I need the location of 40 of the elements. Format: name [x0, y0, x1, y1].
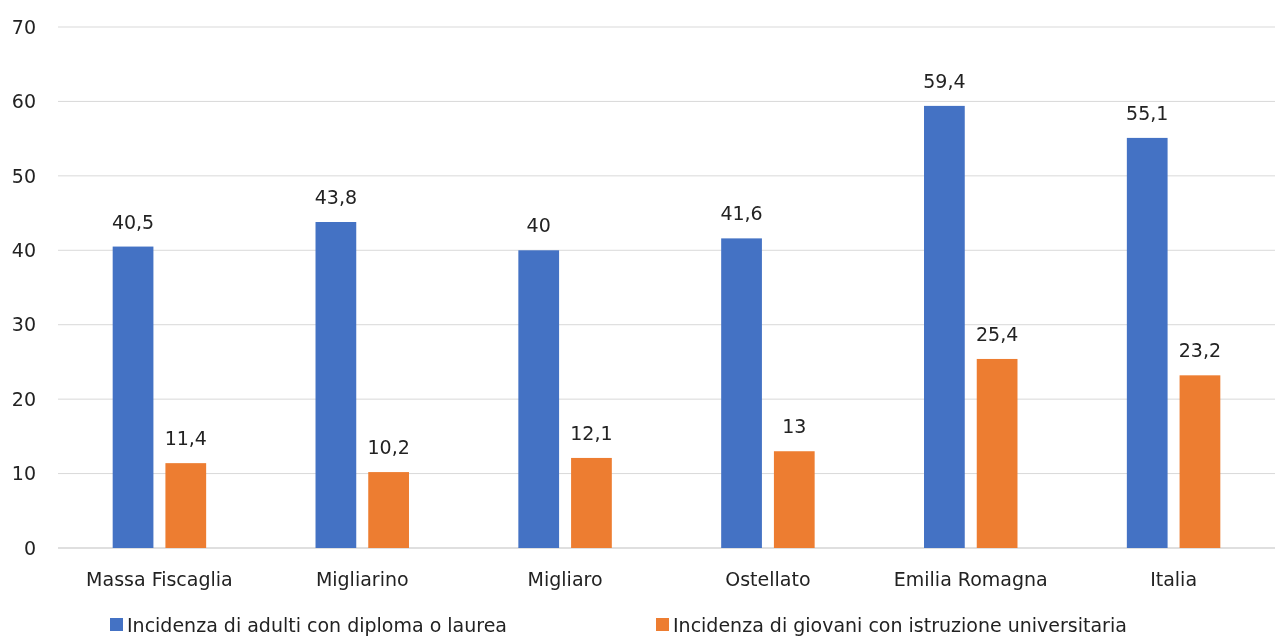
data-label: 55,1: [1126, 101, 1169, 124]
legend-label: Incidenza di giovani con istruzione universitaria: [673, 614, 1127, 636]
bar: [518, 250, 560, 548]
x-tick-label: Massa Fiscaglia: [86, 568, 233, 590]
y-tick-label: 10: [11, 462, 36, 485]
data-label: 23,2: [1178, 339, 1222, 362]
data-label: 41,6: [720, 202, 763, 225]
legend-label: Incidenza di adulti con diploma o laurea: [127, 614, 507, 636]
bar: [571, 457, 612, 548]
bar: [1179, 375, 1221, 548]
bar: [165, 463, 207, 548]
y-tick-label: 0: [23, 536, 36, 559]
x-tick-label: Ostellato: [725, 568, 811, 590]
y-tick-label: 70: [11, 15, 36, 38]
bar: [1126, 137, 1168, 548]
data-label: 11,4: [164, 427, 207, 450]
data-label: 40,5: [111, 210, 155, 233]
data-label: 13: [782, 415, 807, 438]
data-label: 43,8: [314, 186, 358, 208]
bar: [368, 472, 409, 548]
y-tick-label: 50: [11, 164, 36, 187]
data-label: 59,4: [923, 69, 966, 92]
bar: [112, 246, 154, 548]
bar: [773, 451, 815, 548]
bar: [976, 358, 1018, 548]
data-label: 10,2: [367, 436, 410, 459]
x-tick-label: Migliarino: [315, 568, 409, 590]
y-tick-label: 20: [11, 387, 36, 410]
y-tick-label: 60: [11, 90, 36, 113]
data-label: 25,4: [975, 322, 1019, 345]
data-label: 12,1: [570, 421, 613, 444]
bar: [721, 238, 762, 548]
y-tick-label: 30: [11, 313, 36, 336]
x-tick-label: Italia: [1150, 568, 1198, 590]
bar: [924, 105, 965, 548]
data-label: 40: [526, 214, 551, 237]
x-tick-label: Migliaro: [527, 568, 603, 590]
bar: [315, 222, 357, 548]
x-tick-label: Emilia Romagna: [893, 568, 1048, 590]
y-tick-label: 40: [11, 238, 36, 261]
